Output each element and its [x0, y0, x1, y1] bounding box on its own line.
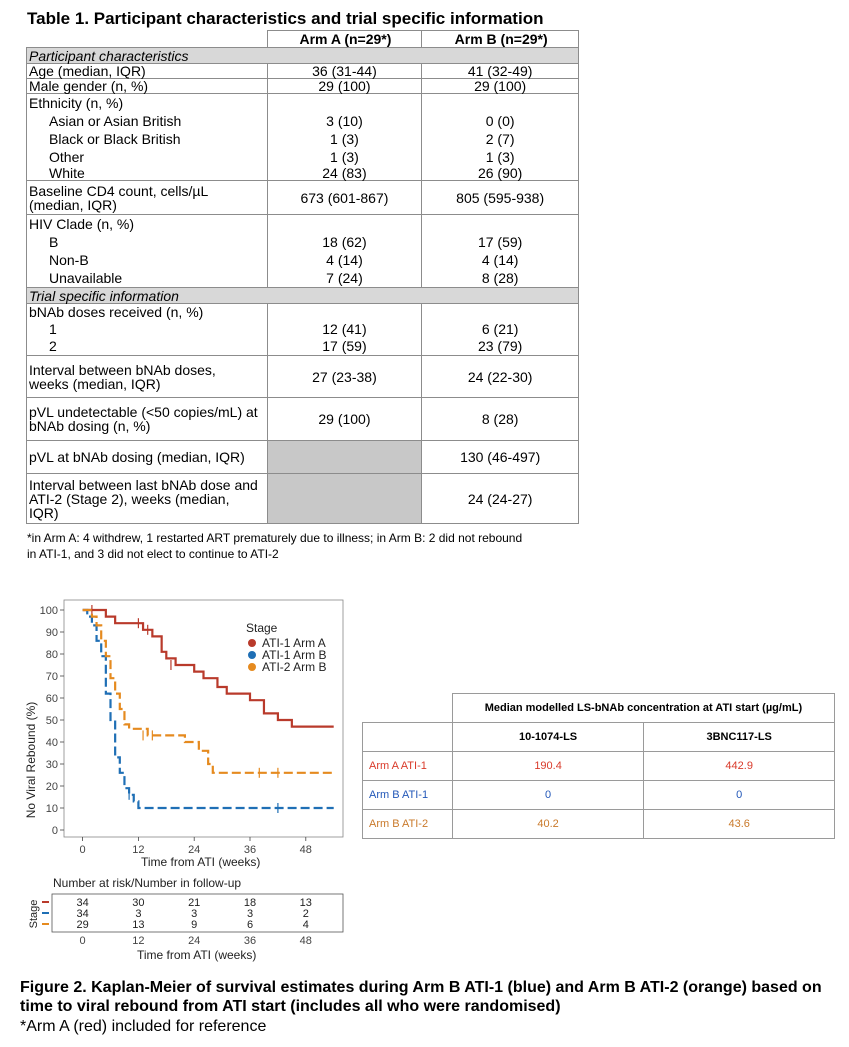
risk-table-title: Number at risk/Number in follow-up — [53, 876, 241, 890]
y-tick-label: 80 — [46, 649, 58, 661]
concentration-header: Median modelled LS-bNAb concentration at… — [451, 693, 836, 723]
km-line-series-1 — [82, 608, 334, 728]
x-tick-label: 48 — [300, 844, 312, 856]
risk-x-tick-label: 12 — [132, 935, 144, 947]
x-tick-label: 12 — [132, 844, 144, 856]
risk-value: 9 — [191, 919, 197, 931]
table-row: Age (median, IQR) 36 (31-44) 41 (32-49) — [26, 63, 579, 79]
risk-x-tick-label: 0 — [80, 935, 86, 947]
km-line-series-3 — [82, 608, 334, 774]
table-row: HIV Clade (n, %) B Non-B Unavailable 18 … — [26, 214, 579, 288]
table-row: Interval between last bNAb dose and ATI-2… — [26, 473, 579, 524]
x-axis-label: Time from ATI (weeks) — [141, 855, 260, 869]
legend-swatch-1 — [248, 639, 256, 647]
participant-table: Arm A (n=29*) Arm B (n=29*) Participant … — [26, 30, 579, 524]
table1-title: Table 1. Participant characteristics and… — [27, 9, 544, 28]
risk-value: 34 — [76, 908, 88, 920]
legend-item-3: ATI-2 Arm B — [262, 660, 326, 674]
section-row: Participant characteristics — [26, 47, 579, 64]
y-tick-label: 60 — [46, 693, 58, 705]
concentration-table: Median modelled LS-bNAb concentration at… — [362, 693, 836, 839]
y-tick-label: 30 — [46, 759, 58, 771]
table-row: bNAb doses received (n, %) 1 2 12 (41) 1… — [26, 303, 579, 356]
risk-value: 18 — [244, 897, 256, 909]
risk-value: 3 — [135, 908, 141, 920]
risk-value: 30 — [132, 897, 144, 909]
risk-value: 13 — [132, 919, 144, 931]
legend: Stage ATI-1 Arm A ATI-1 Arm B ATI-2 Arm … — [246, 621, 326, 674]
risk-x-axis-label: Time from ATI (weeks) — [137, 948, 256, 962]
y-tick-label: 10 — [46, 803, 58, 815]
y-tick-label: 90 — [46, 627, 58, 639]
y-tick-label: 100 — [40, 605, 58, 617]
table-row: pVL at bNAb dosing (median, IQR) 130 (46-… — [26, 440, 579, 474]
risk-value: 13 — [300, 897, 312, 909]
x-tick-label: 24 — [188, 844, 200, 856]
table-row: Male gender (n, %) 29 (100) 29 (100) — [26, 78, 579, 94]
plot-frame — [63, 599, 344, 838]
arm-b-header: Arm B (n=29*) — [421, 30, 579, 48]
risk-value: 2 — [303, 908, 309, 920]
risk-table: Number at risk/Number in follow-up Stage… — [28, 876, 344, 962]
table-footnote: *in Arm A: 4 withdrew, 1 restarted ART p… — [27, 531, 523, 561]
col-3bnc117-ls: 3BNC117-LS — [643, 722, 835, 752]
col-10-1074-ls: 10-1074-LS — [451, 722, 645, 752]
table-row: Arm A ATI-1 190.4 442.9 — [362, 751, 835, 781]
table-header-row: Arm A (n=29*) Arm B (n=29*) — [26, 30, 579, 48]
risk-table-frame — [51, 893, 344, 933]
x-tick-label: 0 — [80, 844, 86, 856]
arm-a-header: Arm A (n=29*) — [266, 30, 423, 48]
legend-title: Stage — [246, 621, 278, 635]
risk-value: 6 — [247, 919, 253, 931]
legend-swatch-3 — [248, 663, 256, 671]
km-chart: 0 10 20 30 40 50 60 70 80 90 100 0 12 24 36 48 Time fr… — [24, 599, 344, 869]
y-tick-label: 20 — [46, 781, 58, 793]
figure2-note: *Arm A (red) included for reference — [20, 1018, 267, 1035]
risk-value: 3 — [247, 908, 253, 920]
y-tick-label: 50 — [46, 715, 58, 727]
legend-item-1: ATI-1 Arm A — [262, 636, 326, 650]
x-tick-label: 36 — [244, 844, 256, 856]
legend-swatch-2 — [248, 651, 256, 659]
y-tick-label: 70 — [46, 671, 58, 683]
risk-table-ylabel: Stage — [28, 900, 40, 929]
y-tick-label: 0 — [52, 825, 58, 837]
table-row: Arm B ATI-1 0 0 — [362, 780, 835, 810]
table-row: pVL undetectable (<50 copies/mL) at bNAb … — [26, 397, 579, 441]
risk-value: 34 — [76, 897, 88, 909]
risk-value: 3 — [191, 908, 197, 920]
y-tick-label: 40 — [46, 737, 58, 749]
risk-value: 29 — [76, 919, 88, 931]
section-row: Trial specific information — [26, 287, 579, 304]
figure2-caption: Figure 2. Kaplan-Meier of survival estim… — [20, 979, 822, 1015]
table-row: Ethnicity (n, %) Asian or Asian British … — [26, 93, 579, 181]
risk-x-tick-label: 24 — [188, 935, 200, 947]
km-line-series-2 — [82, 608, 334, 810]
risk-x-tick-label: 48 — [300, 935, 312, 947]
table-row: Arm B ATI-2 40.2 43.6 — [362, 809, 835, 839]
table-row: Interval between bNAb doses, weeks (media… — [26, 355, 579, 398]
risk-value: 21 — [188, 897, 200, 909]
legend-item-2: ATI-1 Arm B — [262, 648, 326, 662]
y-axis-label: No Viral Rebound (%) — [24, 702, 38, 819]
risk-value: 4 — [303, 919, 309, 931]
table-row: Baseline CD4 count, cells/µL (median, IQR… — [26, 180, 579, 215]
risk-x-tick-label: 36 — [244, 935, 256, 947]
